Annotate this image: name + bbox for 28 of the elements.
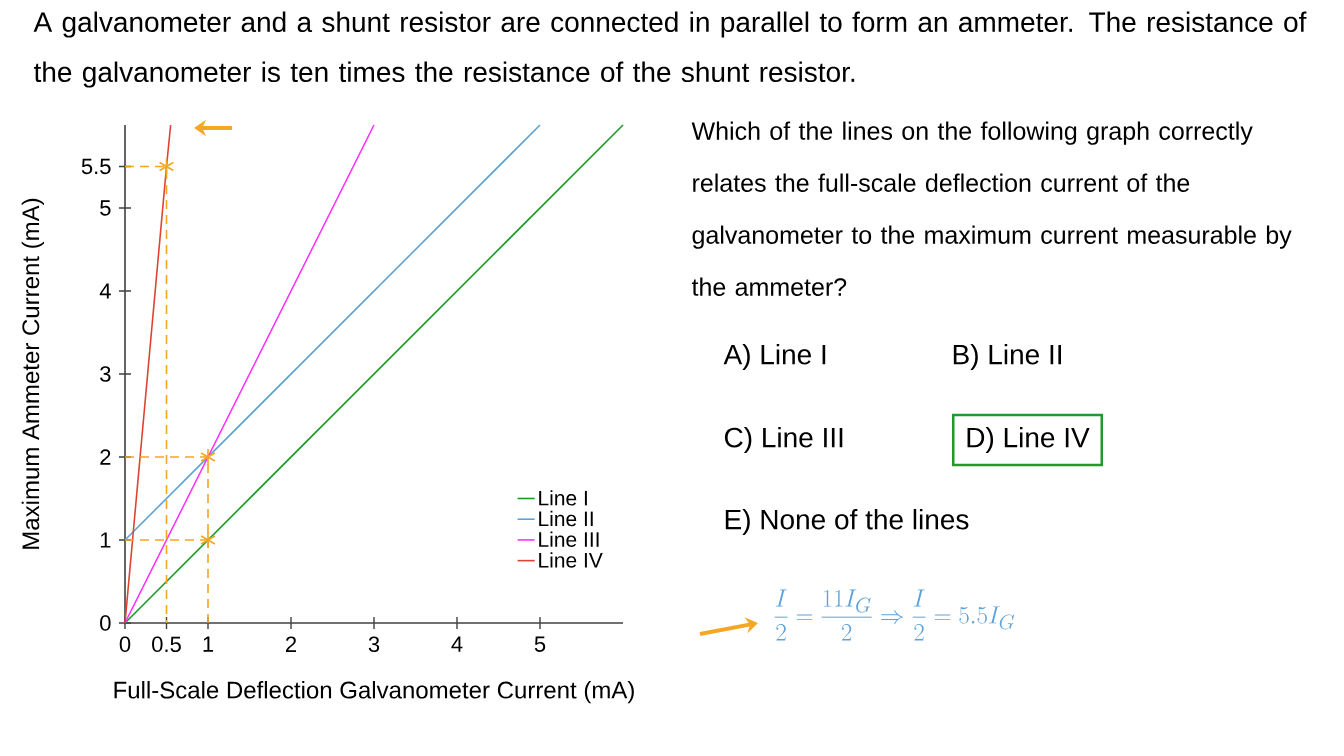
text: D) Line IV (967, 426, 1090, 454)
x-tick-label: 0 (119, 636, 131, 653)
y-tick-label: 5 (100, 200, 111, 216)
x-tick-label: 3 (368, 636, 380, 653)
text: $\frac{I}{2} = \frac{11 I_G}{2} \Rightarrow \frac{I}{2} = 5.5 I_G$ (774, 589, 1015, 641)
legend-label: Line II (539, 510, 593, 527)
x-axis-title: Full-Scale Deflection Galvanometer Current (mA) (114, 680, 634, 704)
x-tick-label: 0.5 (152, 636, 181, 653)
x-tick-label: 5 (534, 636, 546, 652)
y-tick-label: 2 (100, 449, 111, 465)
y-tick-label: 4 (99, 283, 111, 299)
x-tick-label: 2 (286, 636, 297, 652)
y-tick-label: 3 (100, 366, 111, 382)
text: E) None of the lines (725, 508, 969, 536)
legend-label: Line III (539, 531, 599, 547)
text: Which of the lines on the following graph correctly relates the full-scale deflection current of the galvanometer to the maximum current measurable by the ammeter? (691, 121, 1292, 296)
text: B) Line II (953, 343, 1061, 371)
x-tick-label: 4 (451, 636, 463, 652)
y-tick-label: 5.5 (81, 158, 111, 175)
chart-title: A galvanometer and a shunt resistor are connected in parallel to form an ammeter. The resistance of the galvanometer is ten times the resistance of the shunt resistor. (33, 11, 1307, 88)
text: A) Line I (723, 343, 826, 371)
y-axis-title: Maximum Ammeter Current (mA) (21, 198, 45, 549)
legend-label: Line IV (539, 552, 603, 568)
y-tick-label: 1 (100, 532, 111, 548)
y-tick-label: 0 (100, 615, 111, 631)
legend-label: Line I (539, 490, 587, 506)
text: C) Line III (724, 426, 843, 454)
x-tick-label: 1 (203, 636, 214, 652)
